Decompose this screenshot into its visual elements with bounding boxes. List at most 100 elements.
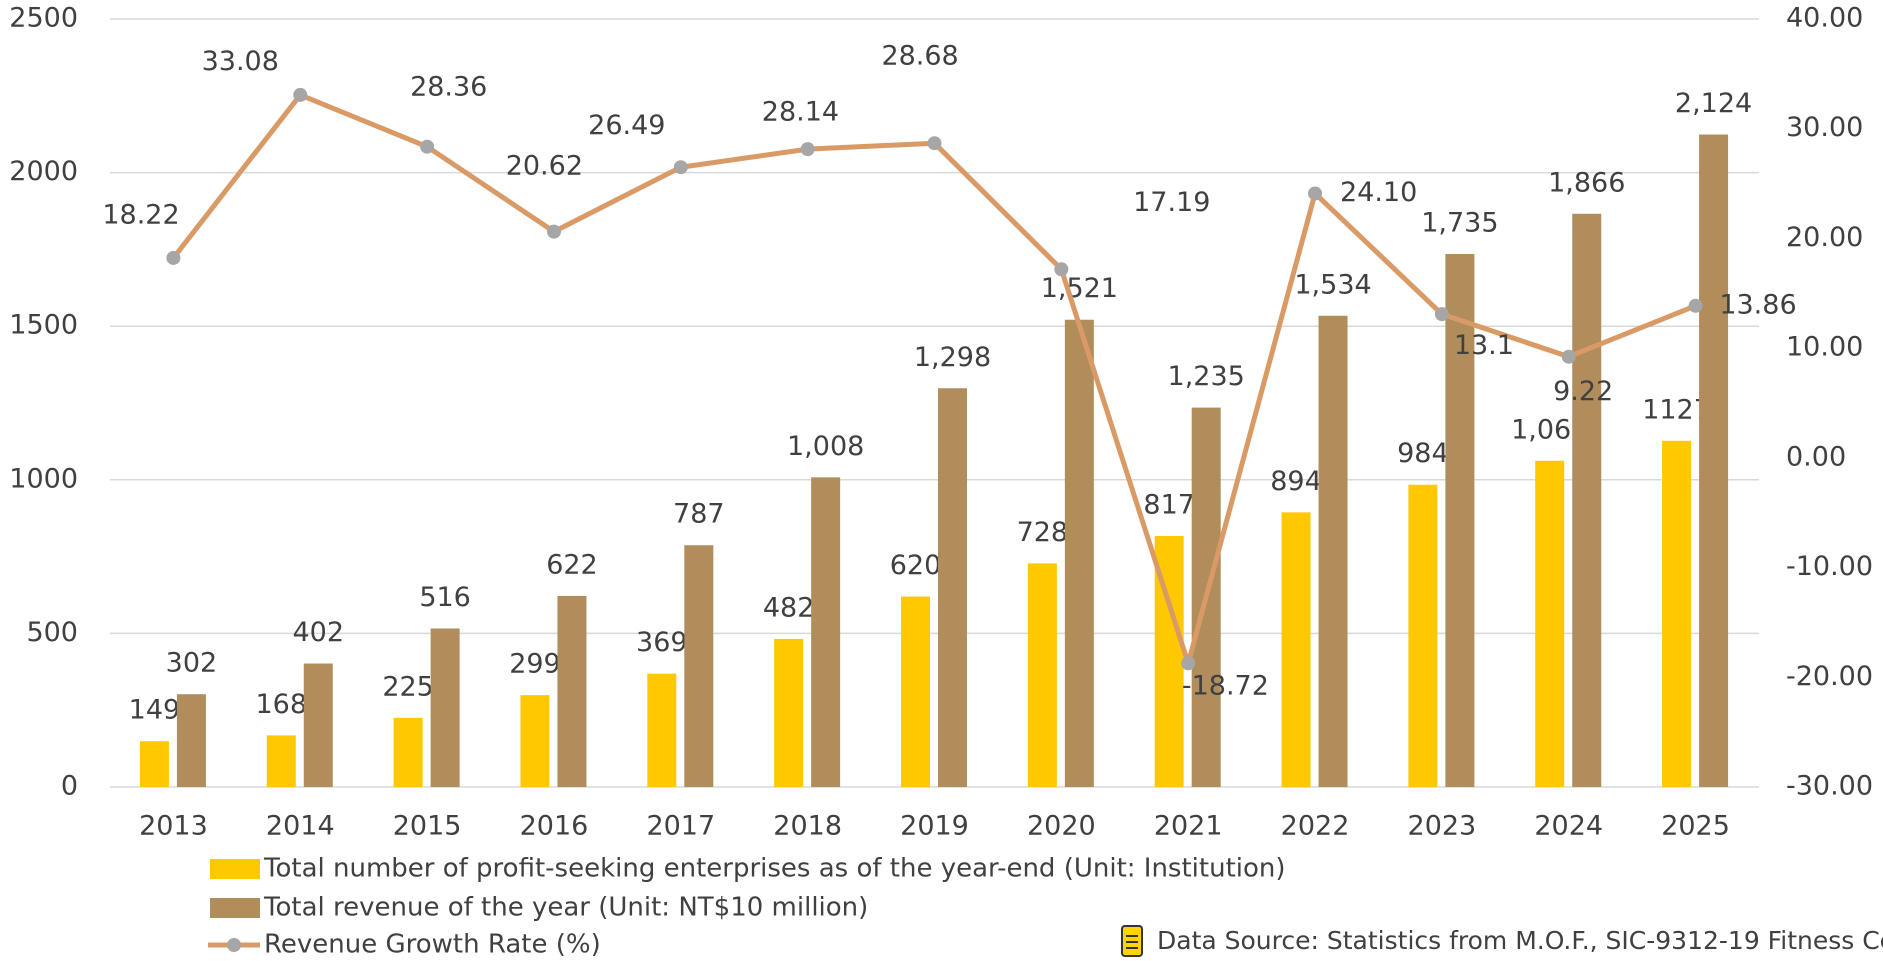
x-tick-label: 2025 — [1661, 811, 1730, 842]
source-icon — [1121, 925, 1143, 957]
bar — [811, 477, 841, 787]
bar — [1662, 440, 1692, 787]
bar — [393, 717, 423, 787]
data-label: 787 — [673, 499, 725, 530]
data-label: 402 — [292, 617, 344, 648]
data-label: 17.19 — [1133, 187, 1210, 218]
x-tick-label: 2024 — [1534, 811, 1603, 842]
bar — [1318, 315, 1348, 787]
marker — [1054, 262, 1069, 277]
x-tick-label: 2016 — [520, 811, 589, 842]
data-label: 13.86 — [1719, 289, 1796, 320]
data-label: 1,866 — [1548, 167, 1625, 198]
bar — [176, 694, 206, 787]
y2-tick-label: 40.00 — [1786, 3, 1863, 34]
data-label: 24.10 — [1340, 177, 1417, 208]
x-tick-label: 2018 — [773, 811, 842, 842]
data-label: 620 — [890, 550, 942, 581]
data-label: 369 — [636, 627, 688, 658]
bar — [520, 695, 550, 787]
data-label: 817 — [1143, 490, 1195, 521]
data-label: 28.36 — [410, 71, 487, 102]
data-label: 20.62 — [506, 150, 583, 181]
data-label: 28.14 — [762, 97, 839, 128]
data-label: 9.22 — [1553, 376, 1613, 407]
y2-tick-label: -20.00 — [1786, 661, 1873, 692]
data-label: 728 — [1017, 517, 1069, 548]
marker — [1561, 349, 1576, 364]
data-label: 516 — [419, 582, 471, 613]
legend-swatch — [227, 938, 241, 952]
marker — [546, 224, 561, 239]
bar — [647, 673, 677, 787]
marker — [166, 250, 181, 265]
data-label: -18.72 — [1182, 671, 1269, 702]
y2-tick-label: -10.00 — [1786, 551, 1873, 582]
y-tick-label: 1500 — [9, 310, 78, 341]
bar — [303, 663, 333, 787]
y-tick-label: 1000 — [9, 463, 78, 494]
bar — [1408, 484, 1438, 787]
data-label: 1,521 — [1041, 273, 1118, 304]
data-label: 1,735 — [1421, 208, 1498, 239]
marker — [1688, 298, 1703, 313]
data-label: 1,235 — [1168, 361, 1245, 392]
y2-tick-label: 0.00 — [1786, 441, 1846, 472]
data-source: Data Source: Statistics from M.O.F., SIC… — [1157, 926, 1883, 955]
bar — [684, 545, 714, 787]
data-label: 482 — [763, 592, 815, 623]
marker — [1308, 186, 1323, 201]
x-tick-label: 2015 — [393, 811, 462, 842]
bar — [557, 595, 587, 787]
data-label: 622 — [546, 549, 598, 580]
y2-tick-label: -30.00 — [1786, 771, 1873, 802]
y-tick-label: 2500 — [9, 3, 78, 34]
y2-tick-label: 30.00 — [1786, 112, 1863, 143]
marker — [673, 160, 688, 175]
bar — [1281, 512, 1311, 787]
y-tick-label: 0 — [61, 771, 78, 802]
data-label: 225 — [382, 671, 434, 702]
data-label: 168 — [255, 689, 307, 720]
bar — [1535, 460, 1565, 787]
data-label: 2,124 — [1675, 88, 1752, 119]
data-label: 1,298 — [914, 342, 991, 373]
bar — [938, 388, 967, 787]
bar — [774, 638, 804, 787]
data-label: 33.08 — [202, 46, 279, 77]
marker — [927, 136, 942, 151]
legend-swatch — [210, 859, 260, 879]
legend-swatch — [210, 898, 260, 918]
data-label: 18.22 — [102, 199, 179, 230]
x-tick-label: 2021 — [1154, 811, 1223, 842]
y2-tick-label: 20.00 — [1786, 222, 1863, 253]
data-label: 302 — [166, 648, 218, 679]
marker — [1181, 656, 1196, 671]
marker — [420, 139, 435, 154]
bar — [1572, 213, 1602, 788]
legend-label: Revenue Growth Rate (%) — [264, 930, 601, 960]
bar — [1445, 254, 1475, 787]
bar — [901, 596, 930, 787]
data-label: 984 — [1397, 438, 1449, 469]
data-label: 299 — [509, 649, 561, 680]
x-tick-label: 2017 — [646, 811, 715, 842]
x-tick-label: 2020 — [1027, 811, 1096, 842]
bar — [1699, 134, 1729, 787]
data-label: 894 — [1270, 466, 1322, 497]
bar — [139, 741, 169, 787]
y-tick-label: 500 — [26, 617, 78, 648]
bar — [1064, 319, 1094, 787]
bar — [1027, 563, 1057, 787]
data-label: 26.49 — [588, 110, 665, 141]
x-tick-label: 2014 — [266, 811, 335, 842]
x-tick-label: 2019 — [900, 811, 969, 842]
data-label: 1,008 — [787, 431, 864, 462]
bar — [266, 735, 296, 787]
data-label: 28.68 — [881, 40, 958, 71]
legend-label: Total number of profit-seeking enterpris… — [263, 854, 1286, 884]
x-tick-label: 2013 — [139, 811, 208, 842]
y-tick-label: 2000 — [9, 156, 78, 187]
x-tick-label: 2023 — [1408, 811, 1477, 842]
